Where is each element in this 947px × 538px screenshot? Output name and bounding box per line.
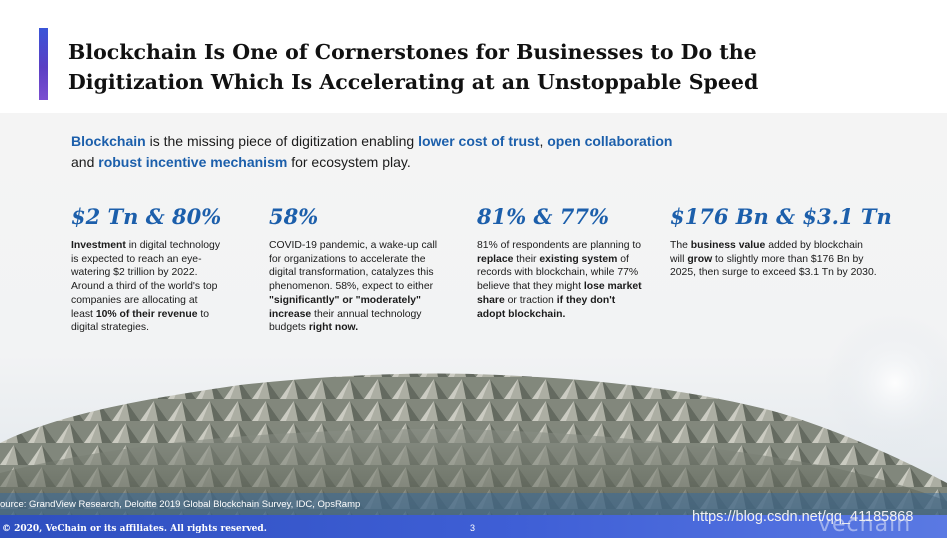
- stat-text: of records with blockchain, while 77% be…: [477, 253, 639, 293]
- intro-text: for ecosystem play.: [287, 154, 411, 170]
- stat-emphasis: "significantly" or "moderately" increase: [269, 294, 421, 320]
- title-accent-bar: [39, 28, 48, 100]
- stat-description: Investment in digital technology is expe…: [71, 239, 221, 335]
- stat-emphasis: replace: [477, 253, 514, 265]
- stat-text: The: [670, 240, 691, 251]
- stat-emphasis: Investment: [71, 240, 126, 251]
- intro-highlight: robust incentive mechanism: [98, 154, 288, 170]
- stat-emphasis: business value: [690, 240, 766, 251]
- intro-highlight: Blockchain: [71, 133, 146, 149]
- intro-highlight: open collaboration: [547, 133, 673, 149]
- stat-headline: 81% & 77%: [477, 204, 609, 229]
- intro-text: and: [71, 154, 99, 170]
- source-citation: ource: GrandView Research, Deloitte 2019…: [0, 499, 361, 510]
- stat-headline: $176 Bn & $3.1 Tn: [670, 204, 892, 229]
- intro-highlight: lower cost of trust: [418, 133, 540, 149]
- stat-emphasis: 10% of their revenue: [95, 308, 198, 320]
- stat-text: 81% of respondents are planning to: [477, 240, 642, 251]
- intro-paragraph: Blockchain is the missing piece of digit…: [71, 131, 691, 173]
- stat-text: or traction: [504, 294, 557, 306]
- stat-block-survey: 81% & 77% 81% of respondents are plannin…: [477, 203, 642, 321]
- page-title: Blockchain Is One of Cornerstones for Bu…: [68, 37, 908, 97]
- stat-description: 81% of respondents are planning to repla…: [477, 239, 642, 321]
- stat-text: to digital strategies.: [71, 308, 210, 334]
- vechain-logo: vechain: [818, 512, 912, 537]
- title-line-2: Digitization Which Is Accelerating at an…: [68, 70, 759, 94]
- page-number: 3: [470, 523, 476, 533]
- stat-text: in digital technology is expected to rea…: [71, 240, 221, 320]
- intro-text: is the missing piece of digitization ena…: [145, 133, 419, 149]
- stat-emphasis: right now.: [308, 322, 359, 334]
- stat-emphasis: grow: [687, 253, 713, 265]
- stat-emphasis: existing system: [539, 253, 618, 265]
- stat-emphasis: lose market share: [477, 281, 642, 306]
- intro-text: ,: [539, 133, 548, 149]
- copyright-notice: © 2020, VeChain or its affiliates. All r…: [2, 524, 267, 534]
- building-roof-image: [0, 113, 947, 515]
- stat-block-investment: $2 Tn & 80% Investment in digital techno…: [71, 203, 221, 335]
- stat-text: COVID-19 pandemic, a wake-up call for or…: [269, 240, 438, 293]
- stat-description: COVID-19 pandemic, a wake-up call for or…: [269, 239, 451, 335]
- footer-band: [0, 515, 947, 538]
- stat-text: their: [513, 253, 540, 265]
- stat-text: their annual technology budgets: [269, 308, 422, 334]
- stat-emphasis: if they don't adopt blockchain.: [477, 294, 616, 320]
- stat-text: to slightly more than $176 Bn by 2025, t…: [670, 253, 877, 279]
- blog-watermark-link[interactable]: https://blog.csdn.net/qq_41185868: [692, 509, 914, 525]
- stat-headline: 58%: [269, 204, 319, 229]
- stat-description: The business value added by blockchain w…: [670, 239, 880, 280]
- stat-text: added by blockchain will: [670, 240, 863, 265]
- stat-headline: $2 Tn & 80%: [71, 204, 222, 229]
- title-line-1: Blockchain Is One of Cornerstones for Bu…: [68, 40, 757, 64]
- stat-block-business-value: $176 Bn & $3.1 Tn The business value add…: [670, 203, 892, 280]
- stat-block-covid: 58% COVID-19 pandemic, a wake-up call fo…: [269, 203, 451, 335]
